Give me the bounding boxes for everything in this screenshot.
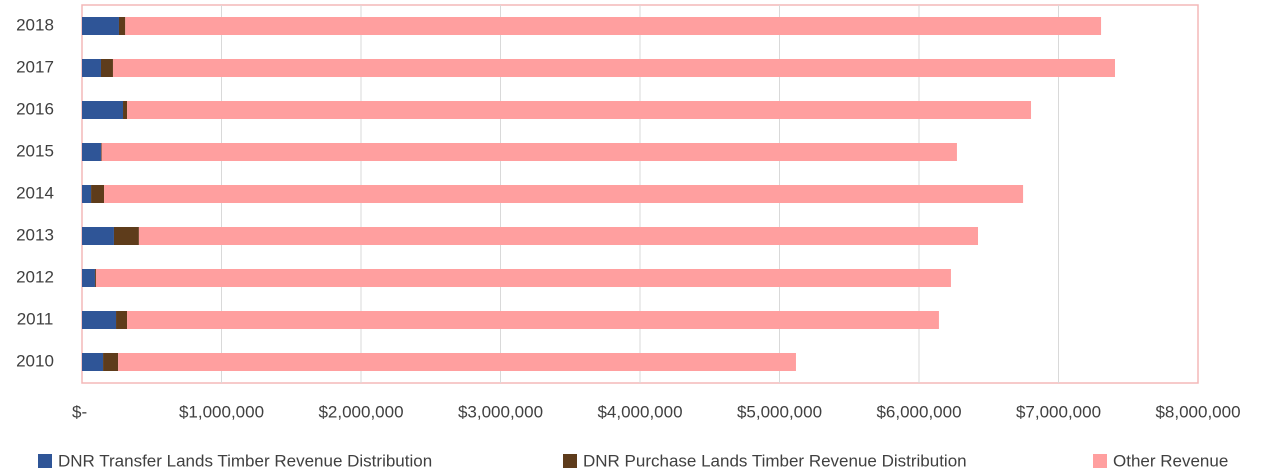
bar-segment	[118, 353, 796, 371]
x-tick-label: $-	[72, 402, 87, 421]
bar-segment	[82, 101, 124, 119]
bar-segment	[82, 185, 92, 203]
y-tick-label: 2011	[17, 309, 54, 328]
y-tick-label: 2018	[16, 15, 54, 34]
bar-segment	[103, 353, 119, 371]
y-tick-label: 2010	[16, 351, 54, 370]
x-tick-label: $2,000,000	[318, 402, 403, 421]
bar-segment	[138, 227, 979, 245]
bar-segment	[101, 143, 957, 161]
bar-segment	[127, 311, 939, 329]
y-tick-label: 2017	[16, 57, 54, 76]
legend-swatch	[563, 454, 577, 468]
bar-segment	[100, 143, 102, 161]
bar-segment	[125, 17, 1102, 35]
legend-label: DNR Transfer Lands Timber Revenue Distri…	[58, 451, 432, 470]
y-tick-label: 2015	[16, 141, 54, 160]
legend-swatch	[1093, 454, 1107, 468]
bar-segment	[82, 353, 104, 371]
bar-segment	[112, 59, 1115, 77]
x-tick-label: $7,000,000	[1016, 402, 1101, 421]
bar-segment	[123, 101, 128, 119]
x-tick-label: $6,000,000	[876, 402, 961, 421]
bar-segment	[118, 17, 126, 35]
bar-segment	[82, 143, 101, 161]
x-tick-label: $8,000,000	[1155, 402, 1240, 421]
legend-swatch	[38, 454, 52, 468]
bar-segment	[82, 269, 95, 287]
bar-segment	[82, 311, 117, 329]
x-tick-label: $4,000,000	[597, 402, 682, 421]
legend-label: Other Revenue	[1113, 451, 1228, 470]
y-tick-label: 2013	[16, 225, 54, 244]
bar-segment	[94, 269, 96, 287]
x-tick-label: $1,000,000	[179, 402, 264, 421]
legend-label: DNR Purchase Lands Timber Revenue Distri…	[583, 451, 967, 470]
x-tick-label: $3,000,000	[458, 402, 543, 421]
x-tick-label: $5,000,000	[737, 402, 822, 421]
bar-segment	[91, 185, 105, 203]
y-tick-label: 2016	[16, 99, 54, 118]
y-tick-label: 2014	[16, 183, 54, 202]
bar-segment	[100, 59, 113, 77]
bar-segment	[82, 227, 114, 245]
y-tick-label: 2012	[16, 267, 54, 286]
bar-segment	[104, 185, 1024, 203]
bar-segment	[82, 59, 101, 77]
bar-segment	[82, 17, 119, 35]
bar-segment	[95, 269, 951, 287]
bar-segment	[116, 311, 128, 329]
bar-segment	[127, 101, 1032, 119]
bar-segment	[113, 227, 139, 245]
